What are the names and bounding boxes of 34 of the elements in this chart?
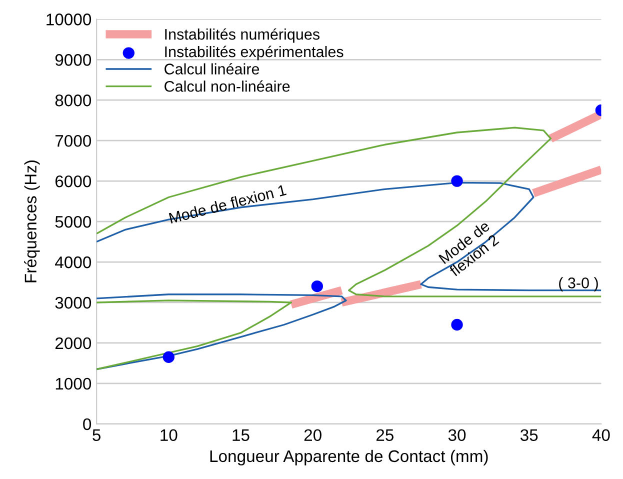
x-tick-label: 35 (520, 429, 538, 442)
annotation: Mode de flexion 1 (168, 184, 287, 224)
point (311, 280, 324, 292)
y-tick-label: 7000 (55, 134, 92, 147)
y-tick-label: 9000 (55, 54, 92, 66)
x-tick-label: 30 (448, 429, 466, 442)
point (162, 351, 174, 363)
y-tick-label: 3000 (55, 296, 92, 309)
x-tick-label: 25 (376, 429, 394, 442)
x-tick-label: 15 (232, 429, 250, 442)
y-tick-label: 1000 (56, 378, 92, 390)
legend-label: Instabilités numériques (165, 28, 320, 43)
y-tick-label: 10000 (46, 14, 92, 26)
x-tick-label: 40 (592, 429, 610, 442)
x-tick-label: 20 (304, 429, 322, 442)
line-series (96, 126, 602, 298)
x-tick-label: 5 (92, 429, 100, 442)
point (451, 175, 463, 187)
y-tick-label: 8000 (55, 94, 92, 106)
legend-label: Instabilités expérimentales (165, 46, 344, 60)
line-series (96, 300, 292, 370)
point (451, 318, 463, 331)
line-series (96, 294, 347, 370)
y-tick-label: 5000 (55, 216, 92, 228)
y-tick-label: 0 (83, 418, 92, 430)
y-tick-label: 6000 (55, 175, 92, 188)
y-tick-label: 4000 (55, 256, 92, 268)
y-axis-title: Fréquences (Hz) (24, 160, 40, 282)
y-tick-label: 2000 (55, 337, 92, 350)
x-axis-title: Longueur Apparente de Contact (mm) (210, 450, 488, 466)
legend-label: Calcul non-linéaire (164, 80, 290, 92)
x-tick-label: 10 (160, 429, 178, 442)
legend-label: Calcul linéaire (164, 63, 260, 74)
annotation: ( 3-0 ) (559, 277, 598, 292)
